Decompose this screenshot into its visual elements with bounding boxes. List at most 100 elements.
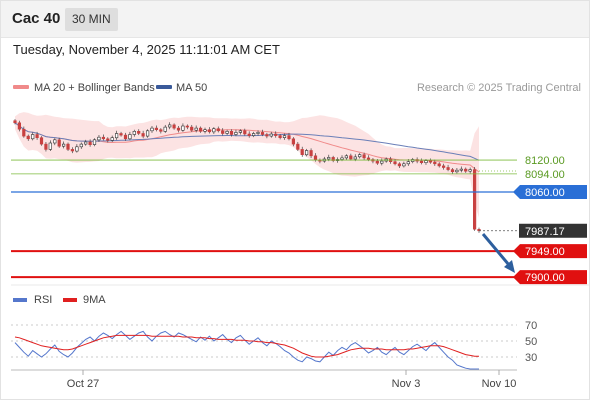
candle [61,141,66,149]
candle [291,137,296,147]
candle [146,129,150,138]
candle-body [123,134,128,140]
candle-body [88,141,92,146]
candle [163,124,167,133]
candle [79,142,83,149]
candle [229,129,234,137]
candle [13,119,17,125]
candle [168,122,172,130]
legend-swatch-9ma [63,298,77,302]
candle-body [446,167,450,170]
legend-label-ma20: MA 20 + Bollinger Bands [34,82,155,94]
candle [154,125,159,132]
candle [70,147,74,154]
candle [44,141,48,152]
candle-body [35,134,39,139]
level-resistance: 8094.00 [11,169,565,181]
timeframe-badge[interactable]: 30 MIN [65,8,118,31]
candle-body [472,169,477,230]
candle [88,139,92,147]
candle-body [269,133,273,137]
candle [203,127,207,134]
rsi-tick-label: 70 [525,320,537,332]
candle [309,148,313,158]
candle-body [358,154,362,158]
candle [66,142,70,152]
price-pane: 8120.00 8094.00 8060.00 7987.17 7949.00 7900.… [11,112,587,285]
candle [31,132,35,141]
candle [472,166,477,231]
candle-body [464,168,468,172]
candle-body [309,150,313,157]
candle [216,126,220,133]
level-support: 7900.00 [11,270,587,285]
candle-body [265,134,269,137]
x-tick-label: Oct 27 [67,378,99,390]
candle [101,134,105,141]
candle [278,133,282,140]
candle-body [207,129,212,133]
level-label: 7900.00 [525,272,565,284]
legend-label-rsi: RSI [34,294,52,306]
ma50-line [14,122,480,161]
candle [344,154,349,161]
candle [172,123,176,130]
level-last-price: 7987.17 [479,223,587,238]
candle [411,157,415,164]
candle-body [97,136,101,141]
candle [238,129,243,135]
rsi-tick-label: 50 [525,336,537,348]
candle [137,129,141,136]
candle-body [168,124,172,128]
candle-body [247,133,251,136]
level-resistance: 8120.00 [11,155,565,167]
candle-body [291,138,296,145]
level-tag [513,185,587,199]
candle [84,139,88,146]
candle-body [79,143,83,148]
legend-swatch-rsi [13,298,27,302]
candle-body [128,134,132,140]
candle [300,146,304,157]
candle [48,140,52,152]
candle-body [216,128,220,132]
candle-body [393,161,397,165]
legend-label-ma50: MA 50 [176,82,207,94]
candle-body [234,132,238,135]
candle [35,131,39,140]
candle-body [437,163,441,167]
level-label: 8094.00 [525,169,565,181]
candle-body [194,127,198,131]
candle [221,128,225,136]
candle-body [282,135,287,139]
candle-body [362,154,366,159]
candle-body [331,157,335,161]
candle-body [48,142,52,150]
candle [477,227,481,233]
candle-body [327,157,331,160]
candle-body [225,131,229,134]
candle [304,148,309,157]
candle-body [185,125,189,128]
x-axis: Oct 27 Nov 3 Nov 10 [67,370,516,390]
rsi-tick-label: 30 [525,352,537,364]
level-tag [513,244,587,259]
candle-body [243,130,247,135]
candle-body [380,160,384,164]
candle [252,131,256,138]
candle-body [419,160,424,164]
candle [349,153,353,161]
candle [22,126,26,138]
candle [274,131,278,138]
candle-body [278,135,282,139]
candle [199,126,203,133]
candle-body [441,165,446,168]
candle-body [203,129,207,132]
candle [190,124,194,132]
candle [450,168,455,174]
candle-body [256,132,260,134]
candle [362,152,366,161]
candle [419,158,424,165]
candle-body [146,130,150,137]
